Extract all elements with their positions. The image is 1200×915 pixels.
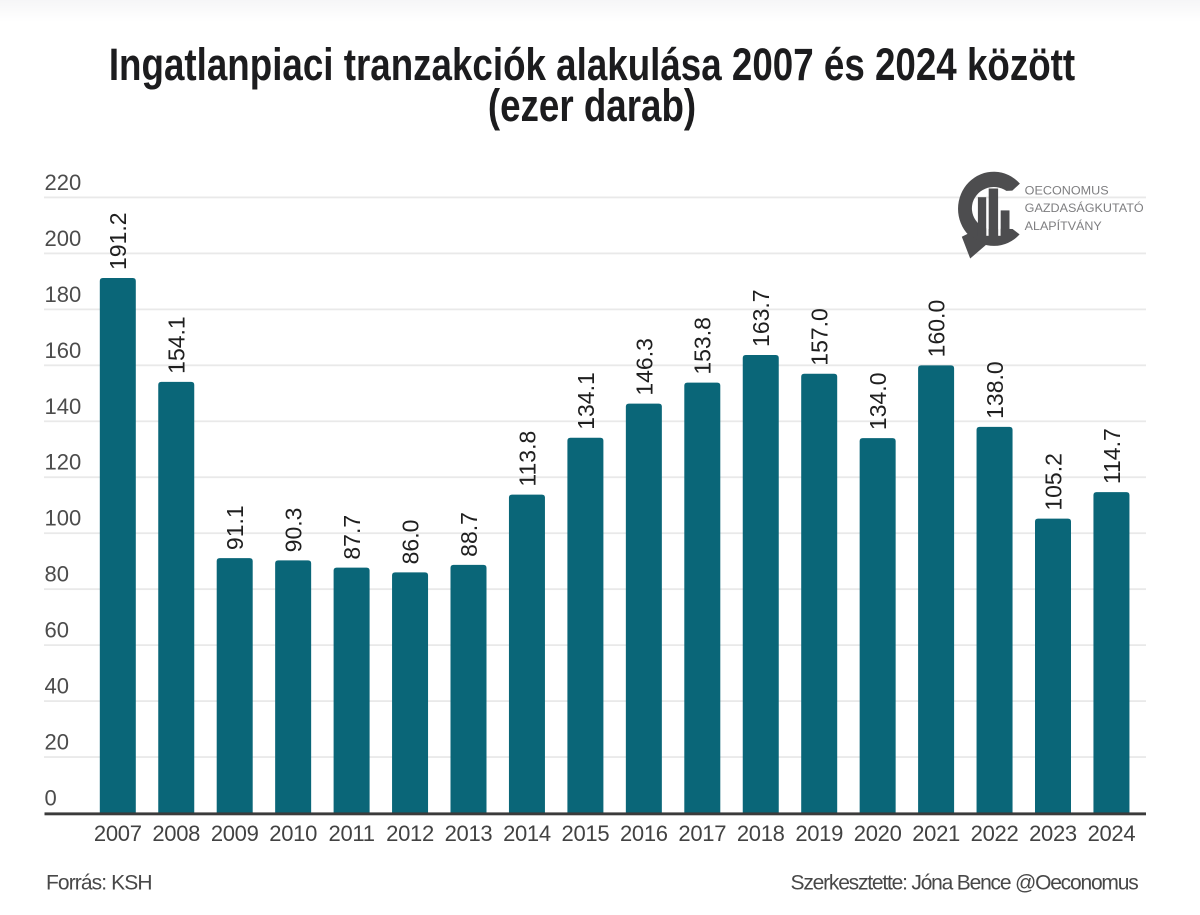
- svg-text:Ingatlanpiaci tranzakciók alak: Ingatlanpiaci tranzakciók alakulása 2007…: [109, 39, 1076, 89]
- svg-text:2020: 2020: [854, 821, 902, 846]
- svg-text:2011: 2011: [329, 821, 375, 846]
- svg-text:OECONOMUS: OECONOMUS: [1025, 183, 1109, 197]
- svg-text:146.3: 146.3: [631, 338, 657, 396]
- svg-text:2016: 2016: [620, 821, 668, 846]
- svg-text:154.1: 154.1: [164, 316, 190, 374]
- svg-text:2021: 2021: [912, 821, 960, 846]
- svg-text:2018: 2018: [737, 821, 785, 846]
- svg-text:160: 160: [45, 338, 82, 363]
- svg-text:114.7: 114.7: [1099, 428, 1125, 484]
- svg-text:2013: 2013: [445, 821, 493, 846]
- svg-text:163.7: 163.7: [748, 289, 774, 347]
- svg-text:0: 0: [45, 786, 57, 811]
- svg-text:180: 180: [45, 282, 82, 307]
- svg-text:Forrás: KSH: Forrás: KSH: [46, 872, 152, 895]
- svg-text:134.1: 134.1: [573, 372, 599, 430]
- svg-text:220: 220: [45, 170, 82, 195]
- svg-text:GAZDASÁGKUTATÓ: GAZDASÁGKUTATÓ: [1025, 201, 1144, 215]
- svg-text:2014: 2014: [503, 821, 551, 846]
- svg-text:153.8: 153.8: [690, 317, 716, 375]
- svg-text:2024: 2024: [1088, 821, 1136, 846]
- svg-text:2022: 2022: [971, 821, 1019, 846]
- svg-text:91.1: 91.1: [222, 505, 248, 550]
- svg-text:60: 60: [45, 618, 69, 643]
- svg-text:40: 40: [45, 674, 69, 699]
- svg-text:2007: 2007: [94, 821, 142, 846]
- svg-text:191.2: 191.2: [105, 212, 131, 270]
- svg-text:80: 80: [45, 562, 69, 587]
- svg-text:2009: 2009: [211, 821, 259, 846]
- svg-text:ALAPÍTVÁNY: ALAPÍTVÁNY: [1025, 219, 1102, 233]
- svg-text:100: 100: [45, 506, 82, 531]
- svg-text:88.7: 88.7: [456, 512, 482, 557]
- svg-text:160.0: 160.0: [924, 300, 950, 358]
- svg-text:2010: 2010: [269, 821, 317, 846]
- svg-text:2015: 2015: [562, 821, 610, 846]
- svg-text:105.2: 105.2: [1040, 453, 1066, 511]
- svg-text:157.0: 157.0: [807, 308, 833, 366]
- svg-text:113.8: 113.8: [514, 431, 540, 487]
- svg-text:120: 120: [45, 450, 82, 475]
- svg-text:2023: 2023: [1029, 821, 1077, 846]
- svg-text:(ezer darab): (ezer darab): [488, 80, 696, 130]
- svg-text:2019: 2019: [795, 821, 843, 846]
- svg-text:Szerkesztette: Jóna Bence @Oec: Szerkesztette: Jóna Bence @Oeconomus: [791, 872, 1139, 895]
- svg-text:2017: 2017: [678, 821, 726, 846]
- svg-text:2008: 2008: [152, 821, 200, 846]
- svg-text:134.0: 134.0: [865, 373, 891, 431]
- svg-text:87.7: 87.7: [339, 515, 365, 560]
- svg-text:20: 20: [45, 730, 69, 755]
- svg-text:86.0: 86.0: [397, 520, 423, 565]
- svg-text:2012: 2012: [386, 821, 434, 846]
- svg-text:90.3: 90.3: [281, 508, 307, 553]
- svg-text:200: 200: [45, 226, 82, 251]
- svg-text:140: 140: [45, 394, 82, 419]
- svg-text:138.0: 138.0: [982, 361, 1008, 419]
